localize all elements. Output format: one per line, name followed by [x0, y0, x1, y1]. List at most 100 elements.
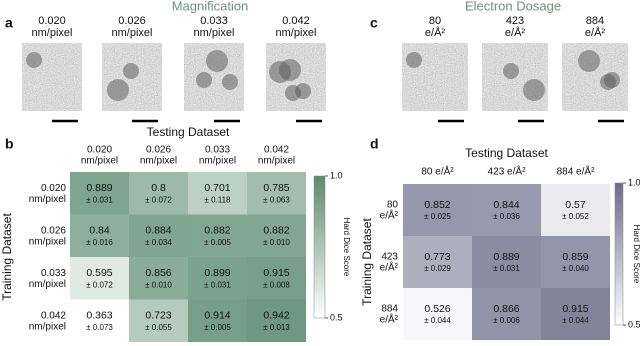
- heatmap-cell: [472, 288, 541, 340]
- cell-error: ± 0.044: [424, 316, 451, 325]
- cell-error: ± 0.025: [424, 212, 451, 221]
- heatmap-cell: [188, 299, 247, 342]
- cell-error: ± 0.031: [204, 280, 231, 289]
- particle: [295, 83, 311, 99]
- cell-value: 0.882: [204, 225, 230, 237]
- heatmap-cell: [129, 172, 188, 215]
- image-label: nm/pixel: [32, 27, 73, 39]
- y-tick-label: 0.033: [41, 268, 66, 279]
- cell-error: ± 0.063: [263, 195, 290, 204]
- particle: [503, 63, 519, 79]
- cell-error: ± 0.008: [263, 280, 290, 289]
- cell-value: 0.882: [263, 225, 289, 237]
- image-label: 0.042: [282, 15, 310, 27]
- cell-error: ± 0.006: [493, 316, 520, 325]
- cell-value: 0.889: [493, 251, 519, 263]
- cell-value: 0.914: [204, 310, 230, 322]
- x-tick-label: 0.042: [264, 145, 289, 156]
- cell-error: ± 0.040: [562, 264, 589, 273]
- cell-value: 0.856: [145, 267, 171, 279]
- panel-title: Magnification: [172, 0, 249, 13]
- cell-value: 0.595: [86, 267, 112, 279]
- cell-error: ± 0.013: [263, 323, 290, 332]
- x-tick-label: 884 e/Å²: [557, 165, 595, 178]
- heatmap-cell: [70, 172, 129, 215]
- y-tick-label: nm/pixel: [29, 279, 66, 290]
- heatmap-cell: [70, 299, 129, 342]
- y-tick-label: nm/pixel: [29, 321, 66, 332]
- heatmap-cell: [129, 214, 188, 257]
- heatmap-cell: [247, 172, 306, 215]
- x-tick-label: nm/pixel: [258, 156, 295, 167]
- heatmap-cell: [403, 184, 472, 236]
- y-tick-label: 0.026: [41, 225, 66, 236]
- particle: [279, 59, 301, 81]
- cell-value: 0.942: [263, 310, 289, 322]
- image-label: 884: [586, 15, 604, 27]
- y-tick-label: 423: [381, 252, 398, 263]
- colorbar-tick-label: 1.0: [628, 177, 640, 187]
- y-axis-title: Training Dataset: [360, 218, 374, 306]
- cell-error: ± 0.034: [145, 238, 172, 247]
- cell-value: 0.889: [86, 182, 112, 194]
- cell-error: ± 0.073: [86, 323, 113, 332]
- cell-error: ± 0.052: [562, 212, 589, 221]
- colorbar: [614, 182, 624, 326]
- particle: [578, 50, 600, 72]
- image-label: e/Å²: [505, 26, 526, 39]
- cell-error: ± 0.055: [145, 323, 172, 332]
- image-label: nm/pixel: [112, 27, 153, 39]
- cell-error: ± 0.005: [204, 323, 231, 332]
- cell-value: 0.899: [204, 267, 230, 279]
- y-tick-label: e/Å²: [380, 209, 399, 222]
- x-tick-label: 0.033: [205, 145, 230, 156]
- y-tick-label: e/Å²: [380, 261, 399, 274]
- heatmap-cell: [70, 214, 129, 257]
- x-tick-label: nm/pixel: [199, 156, 236, 167]
- colorbar-title: Hard Dice Score: [632, 225, 640, 284]
- cell-error: ± 0.036: [493, 212, 520, 221]
- particle: [123, 63, 139, 79]
- cell-value: 0.866: [493, 303, 519, 315]
- cell-value: 0.915: [562, 303, 588, 315]
- colorbar-tick-label: 0.5: [628, 319, 640, 329]
- heatmap-cell: [188, 214, 247, 257]
- image-label: nm/pixel: [276, 27, 317, 39]
- heatmap-cell: [70, 257, 129, 300]
- heatmap-cell: [247, 214, 306, 257]
- heatmap-cell: [541, 288, 610, 340]
- cell-error: ± 0.010: [263, 238, 290, 247]
- heatmap-cell: [188, 257, 247, 300]
- cell-error: ± 0.118: [204, 195, 231, 204]
- cell-error: ± 0.016: [86, 238, 113, 247]
- heatmap-cell: [472, 184, 541, 236]
- heatmap-cell: [472, 236, 541, 288]
- x-tick-label: nm/pixel: [81, 156, 118, 167]
- heatmap-cell: [403, 288, 472, 340]
- image-label: e/Å²: [585, 26, 606, 39]
- y-tick-label: 0.020: [41, 183, 66, 194]
- particle: [26, 52, 42, 68]
- heatmap-cell: [247, 299, 306, 342]
- y-tick-label: e/Å²: [380, 313, 399, 326]
- x-tick-label: 0.020: [87, 145, 112, 156]
- cell-error: ± 0.031: [493, 264, 520, 273]
- x-axis-title: Testing Dataset: [465, 146, 548, 160]
- particle: [222, 74, 238, 90]
- image-label: 423: [506, 15, 524, 27]
- y-tick-label: 884: [381, 304, 398, 315]
- panel-label: a: [5, 15, 13, 31]
- cell-error: ± 0.072: [145, 195, 172, 204]
- cell-value: 0.785: [263, 182, 289, 194]
- image-label: 0.033: [200, 15, 228, 27]
- cell-value: 0.526: [424, 303, 450, 315]
- heatmap-cell: [403, 236, 472, 288]
- cell-value: 0.57: [565, 199, 586, 211]
- cell-value: 0.8: [151, 182, 166, 194]
- heatmap-cell: [247, 257, 306, 300]
- x-tick-label: 0.026: [146, 145, 171, 156]
- y-tick-label: nm/pixel: [29, 194, 66, 205]
- cell-value: 0.723: [145, 310, 171, 322]
- cell-value: 0.773: [424, 251, 450, 263]
